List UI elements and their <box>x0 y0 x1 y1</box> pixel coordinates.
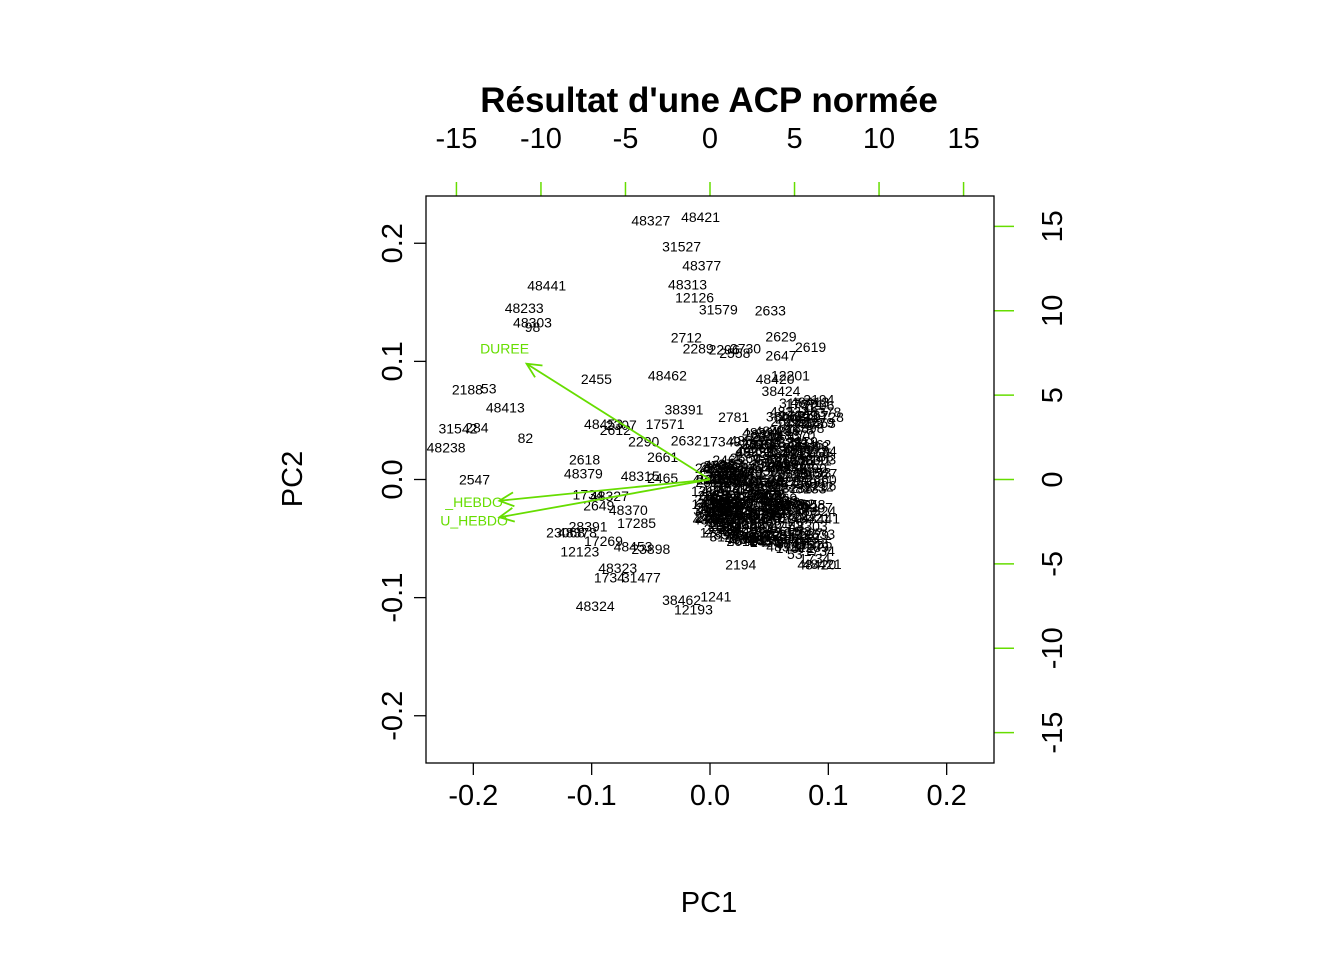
y-axis-title: PC2 <box>277 451 309 507</box>
observation-label: 31527 <box>662 239 701 255</box>
top-tick-label: -15 <box>435 123 477 155</box>
observation-label: 2632 <box>671 432 702 448</box>
cluster-label: 2296 <box>734 480 765 496</box>
observation-label: 2612 <box>600 422 631 438</box>
top-tick-label: 10 <box>863 123 895 155</box>
observation-label: 53 <box>481 380 497 396</box>
cluster-label: 2296 <box>706 460 737 476</box>
observation-label: 1734 <box>594 569 625 585</box>
top-tick-label: -5 <box>613 123 639 155</box>
top-tick-label: 0 <box>702 123 718 155</box>
observation-label: 48379 <box>564 465 603 481</box>
cluster-label: 17349 <box>691 496 730 512</box>
observation-label: 2629 <box>765 328 796 344</box>
observation-label: 2633 <box>755 302 786 318</box>
cluster-label: 2660 <box>806 472 837 488</box>
cluster-label: 48324 <box>766 538 805 554</box>
variable-label: DUREE <box>480 341 529 357</box>
x-tick-label: 0.1 <box>808 780 848 812</box>
y-tick-label: 0.1 <box>377 341 409 381</box>
observation-label: 284 <box>465 419 489 435</box>
observation-label: 48441 <box>527 278 566 294</box>
cluster-label: 31542 <box>719 518 758 534</box>
observation-label: 48377 <box>682 258 721 274</box>
variable-label: _HEBDO <box>444 494 503 510</box>
chart-title: Résultat d'une ACP normée <box>480 81 938 120</box>
right-tick-label: -15 <box>1037 712 1069 754</box>
y-tick-label: 0.0 <box>377 459 409 499</box>
observation-label: 2290 <box>628 434 659 450</box>
observation-label: 48238 <box>427 439 466 455</box>
observation-label: 48421 <box>681 209 720 225</box>
observation-label: 17571 <box>646 416 685 432</box>
variable-label: U_HEBDO <box>440 513 508 529</box>
observation-label: 2781 <box>718 409 749 425</box>
dense-label-cluster: 3157982483791212382982712275827284823827… <box>691 391 842 572</box>
y-tick-label: -0.2 <box>377 691 409 741</box>
x-tick-label: -0.2 <box>448 780 498 812</box>
x-axis-title: PC1 <box>681 887 737 919</box>
x-tick-label: 0.2 <box>927 780 967 812</box>
observation-label: 1241 <box>700 588 731 604</box>
observation-label: 2619 <box>795 339 826 355</box>
x-tick-label: 0.0 <box>690 780 730 812</box>
cluster-label: 2629 <box>768 473 799 489</box>
x-tick-label: -0.1 <box>567 780 617 812</box>
right-tick-label: -5 <box>1037 551 1069 577</box>
right-tick-label: 10 <box>1037 295 1069 327</box>
right-tick-label: 5 <box>1037 387 1069 403</box>
right-tick-label: 15 <box>1037 210 1069 242</box>
observation-label: 48327 <box>631 213 670 229</box>
observation-label: 2547 <box>459 471 490 487</box>
observation-label: 82 <box>518 430 534 446</box>
observation-label: 48324 <box>576 598 615 614</box>
top-tick-label: -10 <box>520 123 562 155</box>
observation-label: 48413 <box>486 399 525 415</box>
y-tick-label: 0.2 <box>377 223 409 263</box>
observation-label: 23898 <box>631 541 670 557</box>
y-tick-label: -0.1 <box>377 573 409 623</box>
right-tick-label: -10 <box>1037 627 1069 669</box>
right-tick-label: 0 <box>1037 471 1069 487</box>
observation-label: 31477 <box>622 569 661 585</box>
observation-label: 2194 <box>725 556 756 572</box>
observation-label: 2558 <box>719 345 750 361</box>
top-tick-label: 5 <box>786 123 802 155</box>
observation-label: 12123 <box>560 543 599 559</box>
observation-label: 48462 <box>648 367 687 383</box>
observation-label: 2455 <box>581 371 612 387</box>
observation-label: 98 <box>525 319 541 335</box>
observation-label: 2188 <box>452 382 483 398</box>
top-tick-label: 15 <box>947 123 979 155</box>
observation-label: 31579 <box>699 301 738 317</box>
observation-label: 2647 <box>765 347 796 363</box>
observation-label: 17285 <box>617 515 656 531</box>
cluster-label: 2758 <box>752 428 783 444</box>
cluster-label: 1241 <box>771 443 802 459</box>
